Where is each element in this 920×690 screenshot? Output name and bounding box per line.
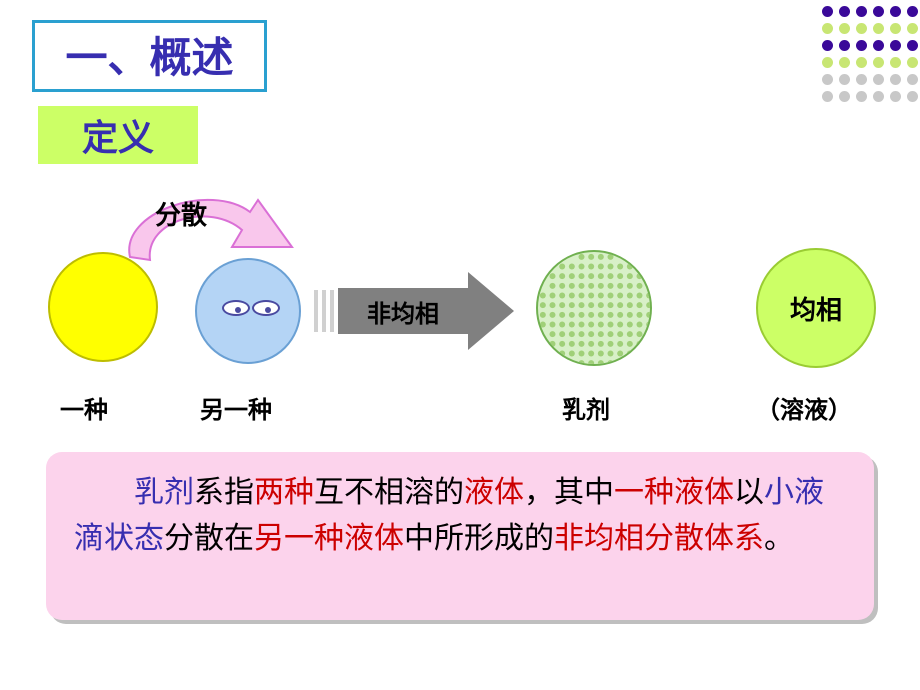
definition-segment: 系指 — [194, 476, 254, 509]
definition-segment: 乳剂 — [74, 476, 194, 509]
section-title-text: 一、概述 — [65, 36, 233, 82]
definition-segment: 另一种液体 — [254, 522, 404, 555]
emulsion-circle — [536, 250, 652, 366]
definition-segment: 液体 — [464, 476, 524, 509]
definition-segment: 中所形成的 — [404, 522, 554, 555]
homogeneous-inner-label: 均相 — [790, 290, 842, 327]
droplet-icon — [222, 300, 250, 316]
definition-segment: 以 — [734, 476, 764, 509]
definition-segment: 两种 — [254, 476, 314, 509]
section-subtitle-text: 定义 — [82, 118, 154, 158]
definition-segment: 分散在 — [164, 522, 254, 555]
solution-label: （溶液） — [756, 390, 852, 425]
liquid-one-circle — [48, 252, 158, 362]
section-title: 一、概述 — [32, 20, 267, 92]
definition-segment: 一种液体 — [614, 476, 734, 509]
liquid-one-label: 一种 — [60, 390, 108, 425]
liquid-two-label: 另一种 — [200, 390, 272, 425]
definition-segment: 非均相分散体系 — [554, 522, 764, 555]
definition-segment: ，其中 — [524, 476, 614, 509]
corner-dots-decor — [822, 6, 920, 104]
heterogeneous-label: 非均相 — [367, 294, 439, 329]
homogeneous-circle: 均相 — [756, 248, 876, 368]
arrow-head-icon — [468, 272, 514, 350]
emulsion-label: 乳剂 — [562, 390, 610, 425]
arrow-stripes-decor — [314, 290, 338, 332]
droplet-icon — [252, 300, 280, 316]
definition-segment: 。 — [764, 522, 794, 555]
heterogeneous-arrow-icon: 非均相 — [338, 288, 468, 334]
section-subtitle: 定义 — [38, 106, 198, 164]
disperse-label: 分散 — [155, 195, 207, 232]
definition-box: 乳剂系指两种互不相溶的液体，其中一种液体以小液滴状态分散在另一种液体中所形成的非… — [46, 452, 874, 620]
definition-segment: 互不相溶的 — [314, 476, 464, 509]
